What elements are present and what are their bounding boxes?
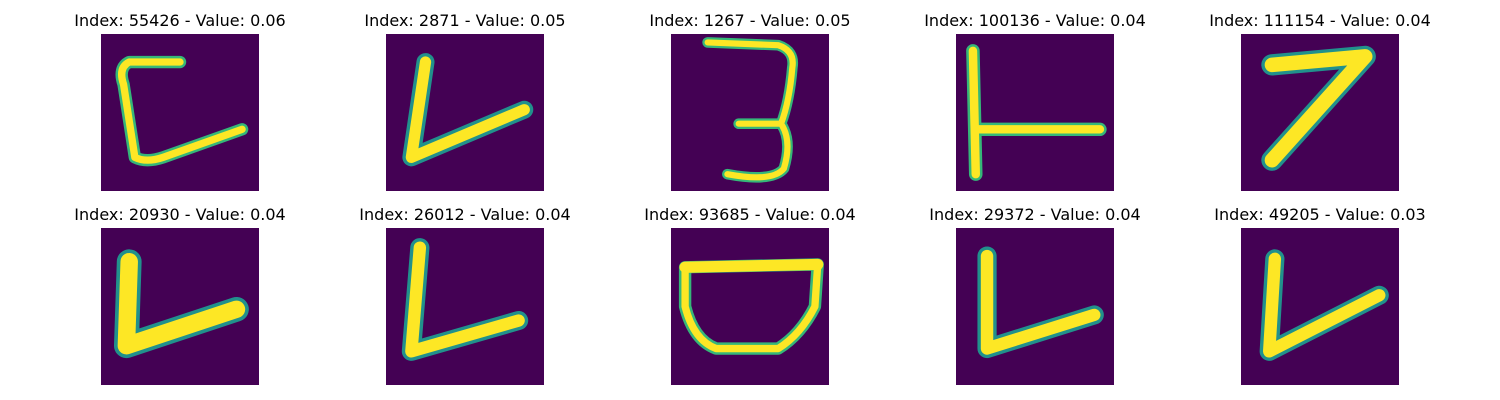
digit-image: [956, 34, 1114, 191]
panel-1: Index: 55426 - Value: 0.06: [60, 10, 300, 191]
panel-title: Index: 2871 - Value: 0.05: [364, 11, 566, 30]
digit-image: [956, 228, 1114, 385]
panel-5: Index: 111154 - Value: 0.04: [1200, 10, 1440, 191]
panel-title: Index: 29372 - Value: 0.04: [929, 205, 1141, 224]
digit-image: [1241, 34, 1399, 191]
panel-title: Index: 111154 - Value: 0.04: [1209, 11, 1431, 30]
panel-title: Index: 26012 - Value: 0.04: [359, 205, 571, 224]
digit-image: [101, 34, 259, 191]
panel-10: Index: 49205 - Value: 0.03: [1200, 204, 1440, 385]
panel-title: Index: 20930 - Value: 0.04: [74, 205, 286, 224]
panel-3: Index: 1267 - Value: 0.05: [630, 10, 870, 191]
digit-image: [386, 228, 544, 385]
panel-4: Index: 100136 - Value: 0.04: [915, 10, 1155, 191]
digit-image: [671, 34, 829, 191]
digit-image: [1241, 228, 1399, 385]
panel-title: Index: 100136 - Value: 0.04: [924, 11, 1146, 30]
panel-9: Index: 29372 - Value: 0.04: [915, 204, 1155, 385]
panel-6: Index: 20930 - Value: 0.04: [60, 204, 300, 385]
digit-image: [671, 228, 829, 385]
panel-title: Index: 93685 - Value: 0.04: [644, 205, 856, 224]
panel-title: Index: 55426 - Value: 0.06: [74, 11, 286, 30]
panel-7: Index: 26012 - Value: 0.04: [345, 204, 585, 385]
panel-2: Index: 2871 - Value: 0.05: [345, 10, 585, 191]
digit-image: [101, 228, 259, 385]
digit-image: [386, 34, 544, 191]
panel-8: Index: 93685 - Value: 0.04: [630, 204, 870, 385]
panel-title: Index: 1267 - Value: 0.05: [649, 11, 851, 30]
panel-title: Index: 49205 - Value: 0.03: [1214, 205, 1426, 224]
